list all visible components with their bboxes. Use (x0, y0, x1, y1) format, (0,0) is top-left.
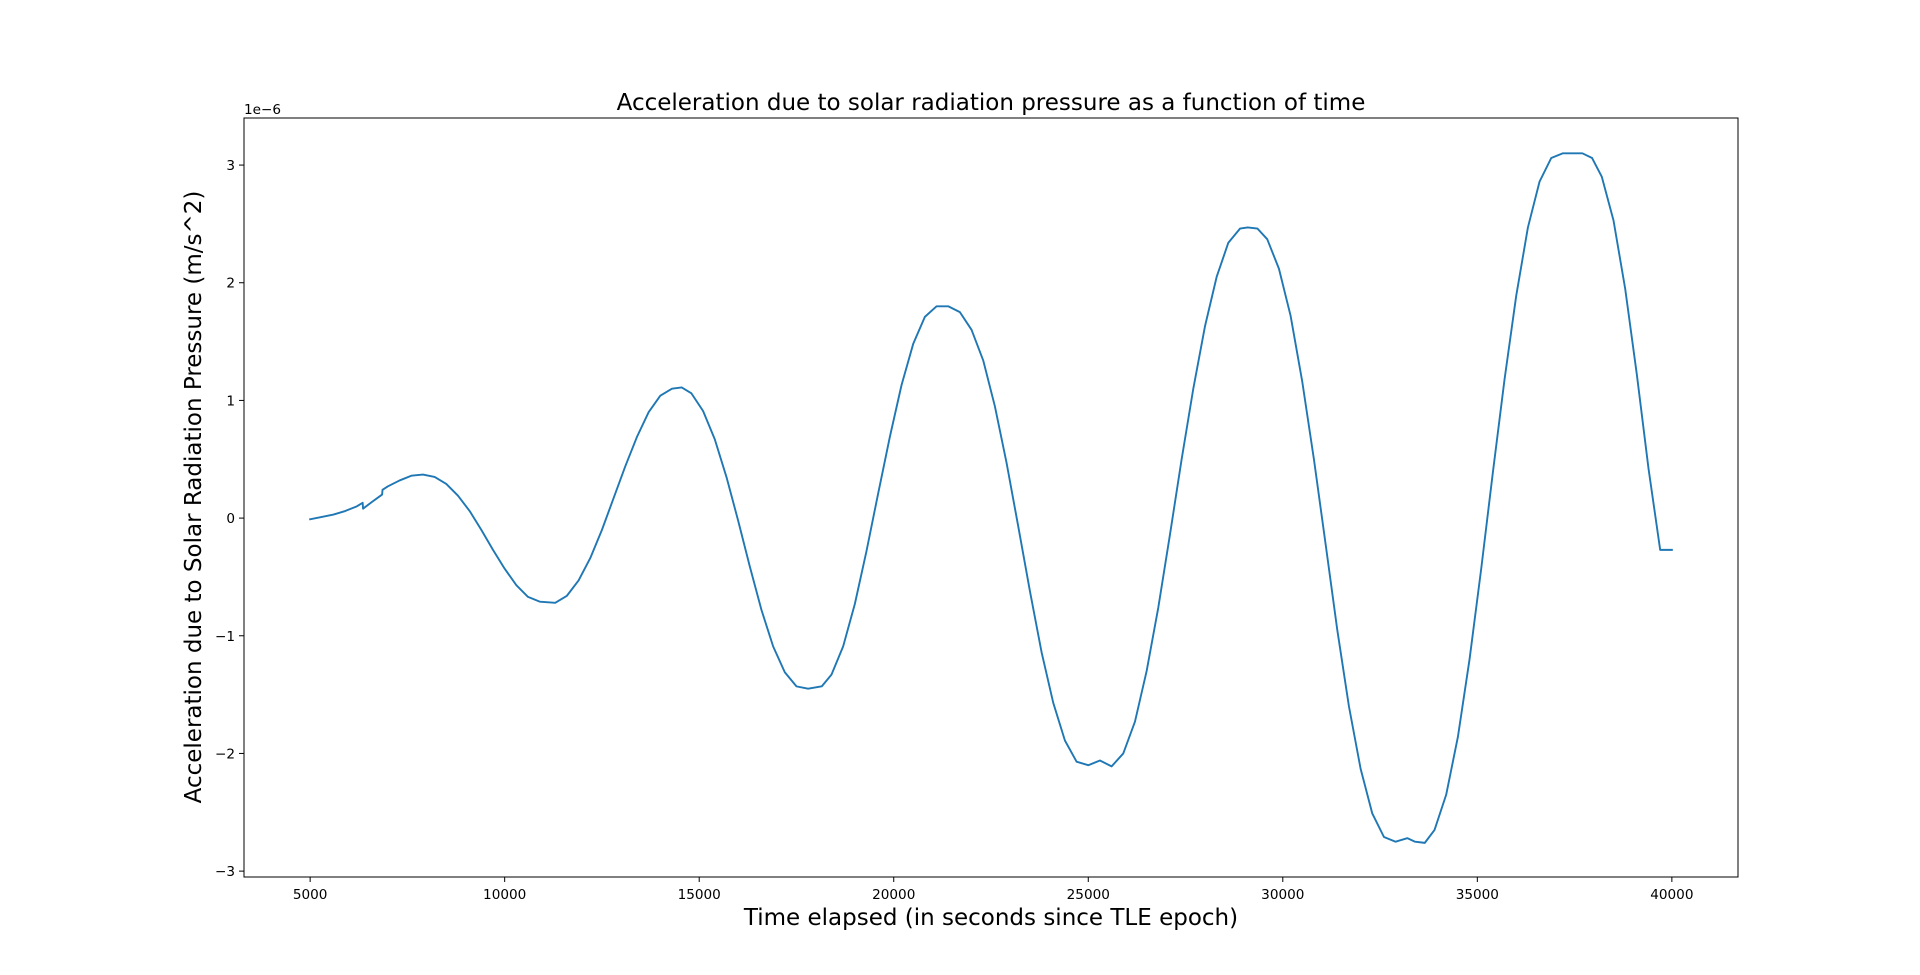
y-tick-label: −1 (215, 629, 235, 645)
x-tick-label: 35000 (1456, 887, 1499, 903)
chart-title: Acceleration due to solar radiation pres… (617, 90, 1366, 116)
y-tick-label: −2 (215, 746, 235, 762)
x-axis: 5000 10000 15000 20000 25000 30000 35000 40000 (293, 877, 1693, 903)
x-tick-label: 25000 (1067, 887, 1110, 903)
y-tick-label: 3 (226, 158, 235, 174)
x-tick-label: 15000 (678, 887, 721, 903)
x-tick-label: 5000 (293, 887, 328, 903)
x-tick-label: 40000 (1650, 887, 1693, 903)
y-tick-label: −3 (215, 864, 235, 880)
plot-background (244, 118, 1738, 877)
x-tick-label: 20000 (872, 887, 915, 903)
x-tick-label: 30000 (1261, 887, 1304, 903)
y-offset-label: 1e−6 (244, 102, 281, 118)
y-axis: −3 −2 −1 0 1 2 3 (215, 158, 244, 880)
x-tick-label: 10000 (483, 887, 526, 903)
plot-area (243, 117, 1739, 878)
plot-frame (243, 117, 1739, 878)
y-tick-label: 0 (226, 511, 235, 527)
y-tick-label: 2 (226, 276, 235, 292)
series-line (309, 152, 1673, 844)
x-axis-label: Time elapsed (in seconds since TLE epoch… (743, 905, 1238, 931)
y-tick-label: 1 (226, 393, 235, 409)
y-axis-label: Acceleration due to Solar Radiation Pres… (181, 191, 207, 804)
